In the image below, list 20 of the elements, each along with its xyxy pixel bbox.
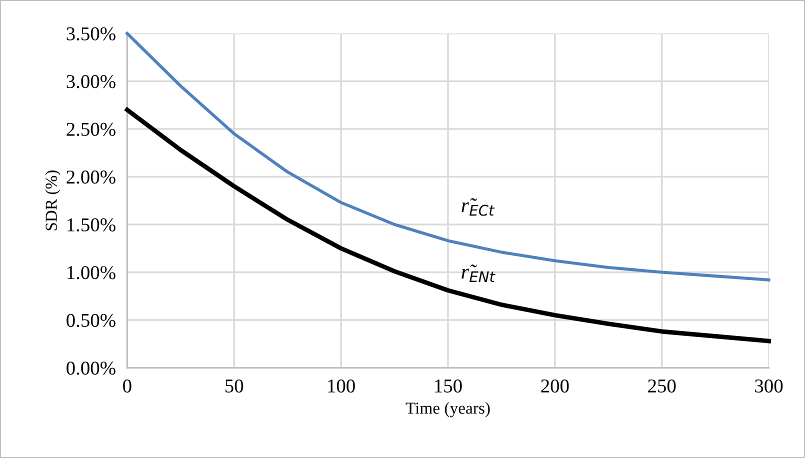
x-axis-title: Time (years) <box>406 402 490 418</box>
y-tick-label: 2.50% <box>66 122 116 136</box>
y-tick-label: 0.50% <box>66 314 116 328</box>
y-tick-label: 0.00% <box>66 362 116 375</box>
x-tick-label: 100 <box>328 379 355 393</box>
y-axis-title: SDR (%) <box>45 170 60 230</box>
y-tick-label: 2.00% <box>66 170 116 184</box>
series-label: r̃$_{ENt}$ <box>462 264 496 282</box>
y-tick-label: 1.50% <box>68 218 116 232</box>
y-tick-label: 1.00% <box>68 266 116 280</box>
x-tick-label: 150 <box>435 379 462 393</box>
x-tick-label: 250 <box>648 379 676 393</box>
y-tick-label: 3.00% <box>66 75 116 88</box>
x-tick-label: 200 <box>541 379 569 393</box>
series-label: r̃$_{ECt}$ <box>462 198 495 216</box>
x-tick-label: 300 <box>755 379 783 393</box>
x-tick-label: 50 <box>226 379 244 393</box>
line-series <box>124 108 771 344</box>
y-tick-label: 3.50% <box>66 27 116 40</box>
x-tick-label: 0 <box>123 379 132 393</box>
